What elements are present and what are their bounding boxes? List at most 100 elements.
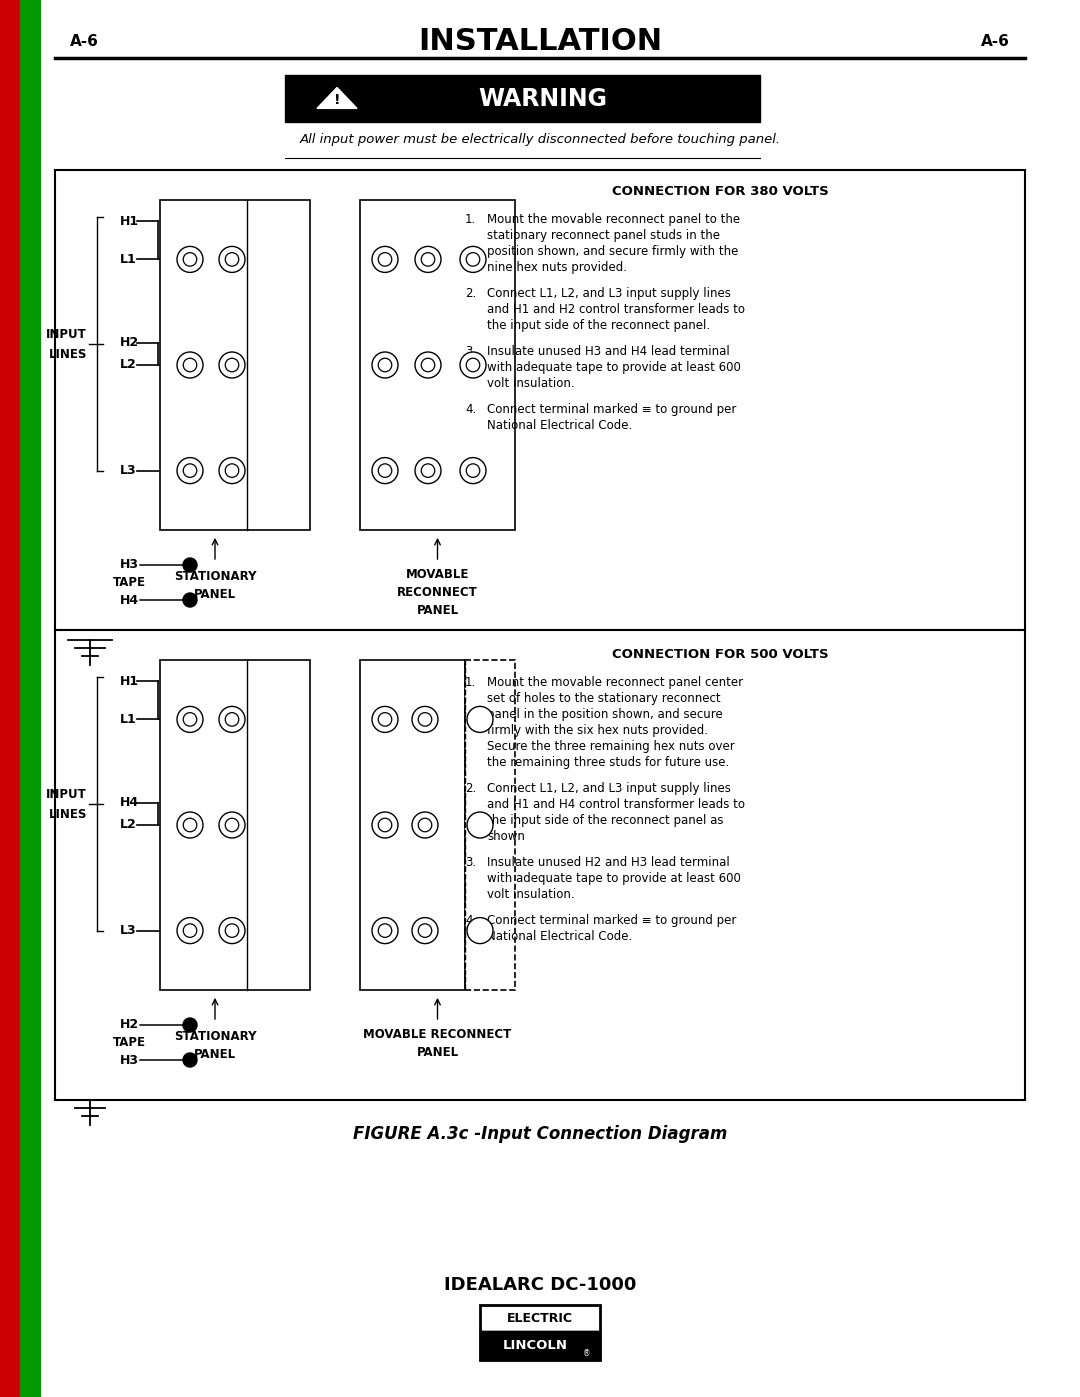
Text: INPUT: INPUT (46, 788, 87, 800)
Circle shape (467, 707, 492, 732)
Text: shown: shown (487, 830, 525, 842)
Text: L2: L2 (120, 359, 137, 372)
Text: H2: H2 (120, 1018, 139, 1031)
Bar (480, 1331, 600, 1361)
Circle shape (460, 246, 486, 272)
Text: 2.: 2. (465, 286, 476, 300)
Text: firmly with the six hex nuts provided.: firmly with the six hex nuts provided. (487, 724, 708, 738)
Text: with adequate tape to provide at least 600: with adequate tape to provide at least 6… (487, 872, 741, 886)
Text: PANEL: PANEL (417, 604, 459, 617)
Circle shape (378, 923, 392, 937)
Text: the input side of the reconnect panel as: the input side of the reconnect panel as (487, 814, 724, 827)
Text: INPUT: INPUT (46, 327, 87, 341)
Circle shape (372, 352, 399, 379)
Text: Secure the three remaining hex nuts over: Secure the three remaining hex nuts over (487, 740, 734, 753)
Circle shape (219, 352, 245, 379)
Text: PANEL: PANEL (194, 588, 237, 601)
Circle shape (418, 923, 432, 937)
Bar (160, 200, 310, 529)
Circle shape (467, 358, 480, 372)
Bar (285, 75, 760, 122)
Circle shape (177, 458, 203, 483)
Circle shape (184, 464, 197, 478)
Bar (360, 659, 465, 990)
Text: PANEL: PANEL (417, 1046, 459, 1059)
Circle shape (219, 918, 245, 943)
Text: position shown, and secure firmly with the: position shown, and secure firmly with t… (487, 244, 739, 258)
Bar (55, 170, 1025, 630)
Text: Connect L1, L2, and L3 input supply lines: Connect L1, L2, and L3 input supply line… (487, 286, 731, 300)
Text: INSTALLATION: INSTALLATION (418, 28, 662, 56)
Text: Return to Master TOC: Return to Master TOC (26, 305, 35, 394)
Text: H2: H2 (120, 337, 139, 349)
Text: H3: H3 (120, 1053, 139, 1066)
Circle shape (177, 812, 203, 838)
Text: RECONNECT: RECONNECT (397, 585, 477, 599)
Circle shape (372, 458, 399, 483)
Text: MOVABLE RECONNECT: MOVABLE RECONNECT (363, 1028, 512, 1041)
Circle shape (219, 812, 245, 838)
Circle shape (226, 712, 239, 726)
Circle shape (372, 707, 399, 732)
Text: 3.: 3. (465, 345, 476, 358)
Text: with adequate tape to provide at least 600: with adequate tape to provide at least 6… (487, 360, 741, 374)
Text: A-6: A-6 (981, 35, 1010, 49)
Circle shape (460, 352, 486, 379)
Text: 3.: 3. (465, 856, 476, 869)
Text: Connect terminal marked ≡ to ground per: Connect terminal marked ≡ to ground per (487, 402, 737, 416)
Circle shape (219, 707, 245, 732)
Bar (55, 630, 1025, 1099)
Text: 1.: 1. (465, 676, 476, 689)
Circle shape (219, 458, 245, 483)
Text: ®: ® (583, 1350, 591, 1358)
Text: Connect terminal marked ≡ to ground per: Connect terminal marked ≡ to ground per (487, 914, 737, 928)
Circle shape (467, 812, 492, 838)
Circle shape (372, 246, 399, 272)
Text: MOVABLE: MOVABLE (406, 569, 469, 581)
Text: Return to Section TOC: Return to Section TOC (5, 303, 14, 395)
Text: Return to Section TOC: Return to Section TOC (5, 752, 14, 845)
Text: Mount the movable reconnect panel to the: Mount the movable reconnect panel to the (487, 212, 740, 226)
Text: National Electrical Code.: National Electrical Code. (487, 930, 632, 943)
Circle shape (467, 918, 492, 943)
Text: set of holes to the stationary reconnect: set of holes to the stationary reconnect (487, 692, 720, 705)
Text: 2.: 2. (465, 782, 476, 795)
Text: TAPE: TAPE (113, 576, 146, 590)
Circle shape (378, 464, 392, 478)
Text: !: ! (334, 94, 340, 108)
Circle shape (184, 819, 197, 831)
Text: stationary reconnect panel studs in the: stationary reconnect panel studs in the (487, 229, 720, 242)
Circle shape (378, 253, 392, 267)
Text: National Electrical Code.: National Electrical Code. (487, 419, 632, 432)
Text: STATIONARY: STATIONARY (174, 1030, 256, 1044)
Circle shape (418, 712, 432, 726)
Text: 4.: 4. (465, 402, 476, 416)
Text: Insulate unused H3 and H4 lead terminal: Insulate unused H3 and H4 lead terminal (487, 345, 730, 358)
Text: L1: L1 (120, 253, 137, 265)
Text: H4: H4 (120, 594, 139, 606)
Circle shape (415, 246, 441, 272)
Text: 4.: 4. (465, 914, 476, 928)
Circle shape (226, 253, 239, 267)
Text: the remaining three studs for future use.: the remaining three studs for future use… (487, 756, 729, 768)
Bar (0, 0, 21, 1397)
Circle shape (184, 253, 197, 267)
Text: L3: L3 (120, 464, 137, 478)
Text: H3: H3 (120, 559, 139, 571)
Circle shape (378, 712, 392, 726)
Text: Return to Master TOC: Return to Master TOC (26, 1102, 35, 1193)
Text: CONNECTION FOR 380 VOLTS: CONNECTION FOR 380 VOLTS (611, 184, 828, 198)
Circle shape (184, 358, 197, 372)
Text: the input side of the reconnect panel.: the input side of the reconnect panel. (487, 319, 711, 332)
Text: Mount the movable reconnect panel center: Mount the movable reconnect panel center (487, 676, 743, 689)
Circle shape (467, 253, 480, 267)
Circle shape (467, 464, 480, 478)
Circle shape (421, 464, 435, 478)
Circle shape (460, 458, 486, 483)
Circle shape (184, 712, 197, 726)
Circle shape (183, 1018, 197, 1032)
Text: 1.: 1. (465, 212, 476, 226)
Circle shape (183, 557, 197, 571)
Bar (465, 659, 515, 990)
Text: LINES: LINES (49, 348, 87, 360)
